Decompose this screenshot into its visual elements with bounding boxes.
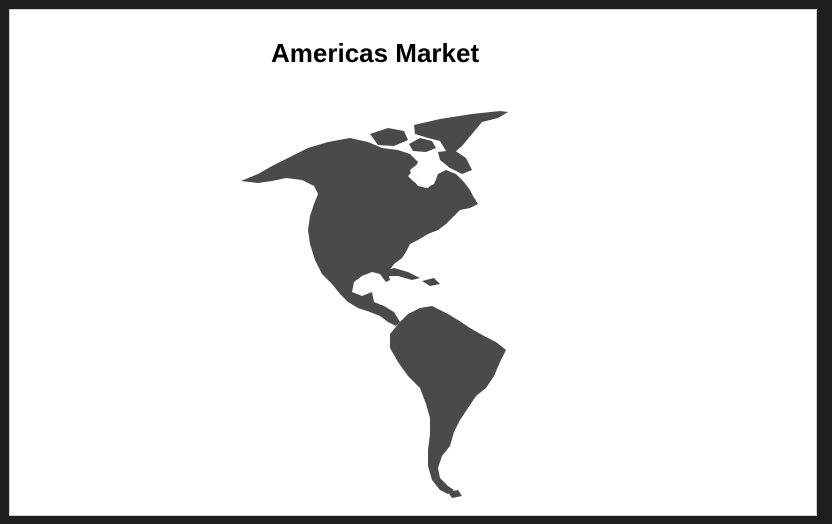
newfoundland-shape [462,194,476,206]
greenland-shape [414,111,508,152]
americas-map [241,111,508,498]
south-america-shape [390,306,506,494]
arctic-islands-shape [370,128,408,146]
baffin-island-shape [438,150,472,174]
cuba-shape [382,268,420,280]
tierra-del-fuego-shape [448,490,462,498]
hudson-bay-shape [410,160,438,188]
hispaniola-shape [422,278,440,286]
arctic-islands-shape-2 [409,138,436,152]
americas-landmass [241,111,508,498]
slide-title: Americas Market [271,38,480,68]
slide-canvas: Americas Market [9,9,817,516]
north-america-shape [241,138,478,326]
